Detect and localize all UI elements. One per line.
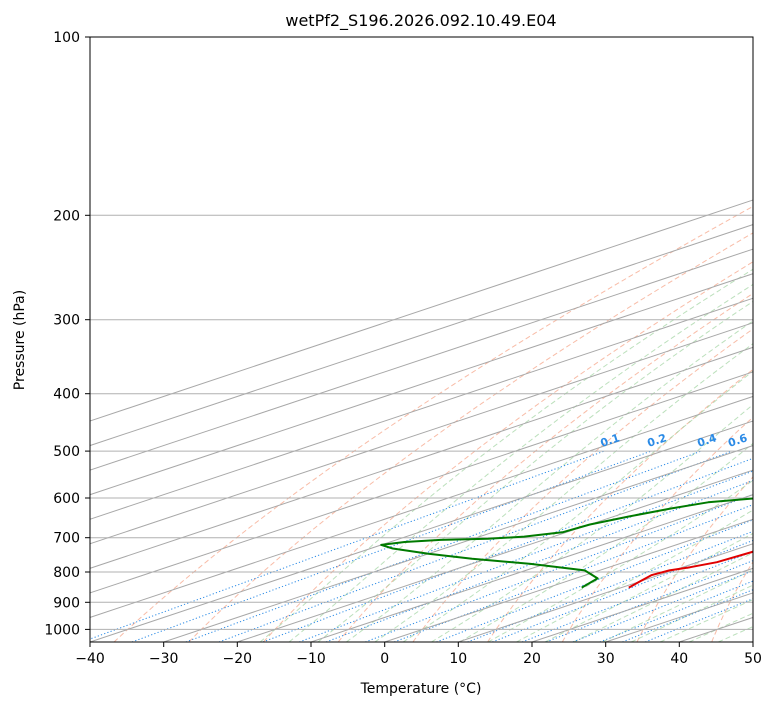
x-tick-label: 10 — [449, 651, 467, 667]
x-tick-label: 0 — [380, 651, 389, 667]
y-tick-label: 1000 — [44, 622, 80, 638]
y-tick-label: 400 — [53, 387, 80, 403]
y-tick-label: 100 — [53, 30, 80, 46]
x-axis-label: Temperature (°C) — [360, 681, 482, 697]
x-tick-label: 50 — [744, 651, 762, 667]
x-tick-label: −30 — [149, 651, 179, 667]
x-tick-label: −40 — [75, 651, 105, 667]
x-tick-label: −10 — [296, 651, 326, 667]
y-axis-label: Pressure (hPa) — [12, 290, 28, 390]
x-tick-label: 20 — [523, 651, 541, 667]
y-tick-label: 800 — [53, 565, 80, 581]
x-tick-label: 30 — [597, 651, 615, 667]
chart-title: wetPf2_S196.2026.092.10.49.E04 — [285, 11, 556, 31]
x-tick-label: −20 — [223, 651, 253, 667]
y-tick-label: 500 — [53, 444, 80, 460]
x-tick-label: 40 — [670, 651, 688, 667]
y-tick-label: 600 — [53, 491, 80, 507]
y-tick-label: 900 — [53, 595, 80, 611]
y-tick-label: 700 — [53, 531, 80, 547]
y-tick-label: 300 — [53, 313, 80, 329]
y-tick-label: 200 — [53, 208, 80, 224]
